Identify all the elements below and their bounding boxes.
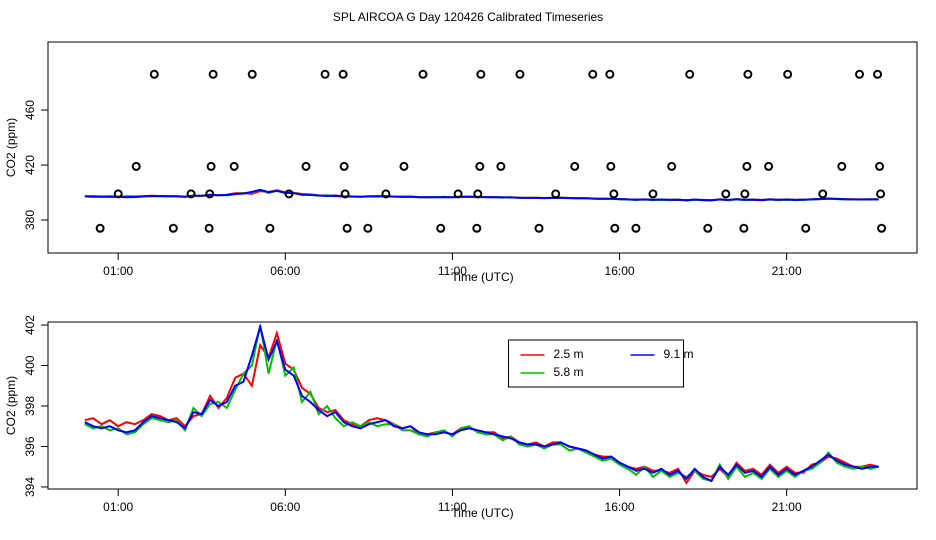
point [113,189,123,199]
y-tick-label: 380 [23,210,37,230]
point [301,161,311,171]
point [247,69,257,79]
point [436,223,446,233]
point [363,223,373,233]
point [740,189,750,199]
point [876,189,886,199]
point [764,161,774,171]
point [339,161,349,171]
point [206,161,216,171]
point [783,69,793,79]
point [648,189,658,199]
point [606,161,616,171]
x-axis-label: Time (UTC) [451,270,513,284]
point [131,161,141,171]
point [721,189,731,199]
point [875,161,885,171]
series-line [84,323,879,483]
legend-label: 9.1 m [664,347,694,361]
y-tick-label: 420 [23,155,37,175]
series-line [84,324,879,483]
x-tick-label: 21:00 [772,500,802,514]
point [742,161,752,171]
x-tick-label: 21:00 [772,264,802,278]
point [703,223,713,233]
point [265,223,275,233]
legend-label: 2.5 m [554,347,584,361]
y-tick-label: 460 [23,100,37,120]
point [149,69,159,79]
x-axis-label: Time (UTC) [451,506,513,520]
y-axis-label: CO2 (ppm) [4,118,18,177]
point [743,69,753,79]
point [475,161,485,171]
point [399,161,409,171]
point [342,223,352,233]
point [496,161,506,171]
x-tick-label: 01:00 [103,500,133,514]
point [801,223,811,233]
legend-label: 5.8 m [554,365,584,379]
x-tick-label: 01:00 [103,264,133,278]
point [381,189,391,199]
legend: 2.5 m 5.8 m 9.1 m [508,339,694,388]
point [551,189,561,199]
point [534,223,544,233]
point [476,69,486,79]
point [95,223,105,233]
y-tick-label: 402 [23,315,37,335]
plot-box [47,321,918,490]
point [685,69,695,79]
point [873,69,883,79]
point [320,69,330,79]
point [472,223,482,233]
x-tick-label: 16:00 [605,264,635,278]
series-line [84,329,879,485]
legend-box [508,339,684,388]
point [609,189,619,199]
y-tick-label: 398 [23,396,37,416]
point [453,189,463,199]
point [610,223,620,233]
y-tick-label: 396 [23,436,37,456]
point [739,223,749,233]
point [229,161,239,171]
point [877,223,887,233]
point [284,189,294,199]
x-tick-label: 06:00 [270,264,300,278]
point [473,189,483,199]
point [205,189,215,199]
point [418,69,428,79]
y-axis-label: CO2 (ppm) [4,376,18,435]
point [837,161,847,171]
point [186,189,196,199]
y-tick-label: 400 [23,355,37,375]
point [605,69,615,79]
y-tick-label: 394 [23,477,37,497]
point [570,161,580,171]
point [588,69,598,79]
x-tick-label: 16:00 [605,500,635,514]
series-line [84,188,879,202]
point [340,189,350,199]
point [208,69,218,79]
point [855,69,865,79]
x-tick-label: 11:00 [438,500,467,514]
point [168,223,178,233]
point [818,189,828,199]
x-tick-label: 11:00 [438,264,467,278]
figure-title: SPL AIRCOA G Day 120426 Calibrated Times… [333,10,603,24]
point [204,223,214,233]
point [631,223,641,233]
point [338,69,348,79]
x-tick-label: 06:00 [270,500,300,514]
point [515,69,525,79]
point [667,161,677,171]
plot-box [47,41,918,254]
